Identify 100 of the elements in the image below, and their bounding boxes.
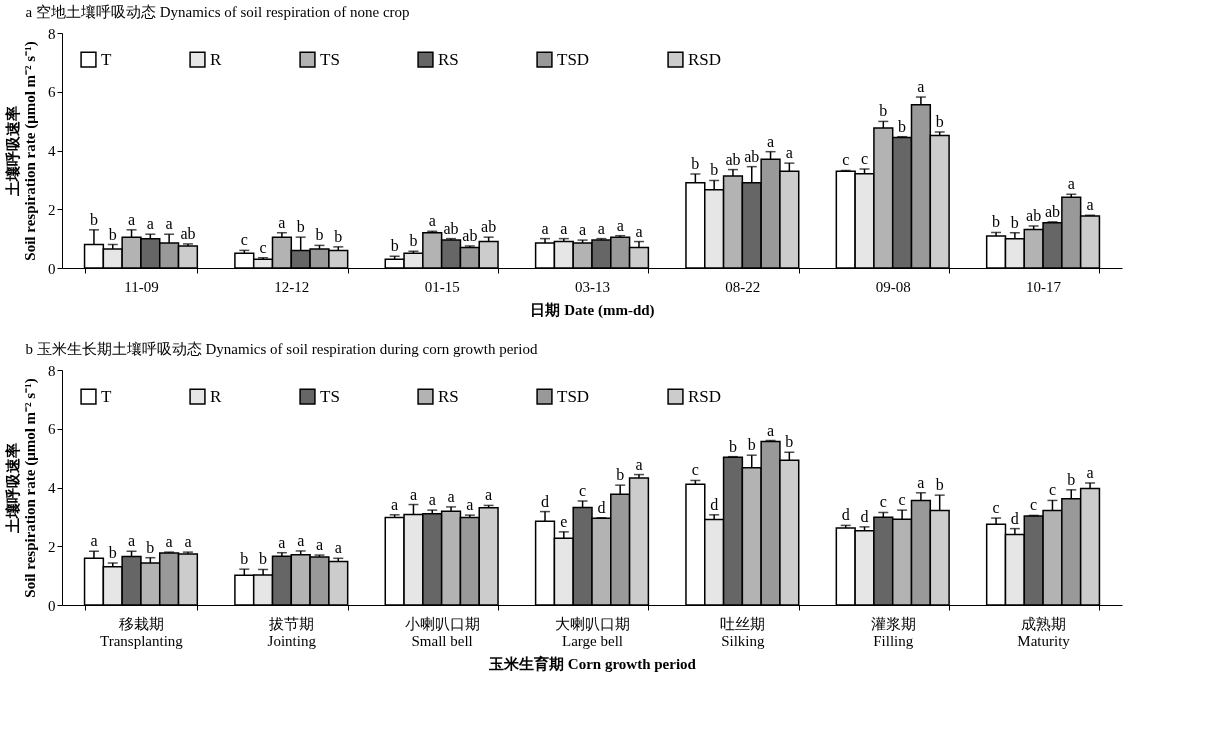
data-label: a (278, 213, 286, 231)
x-tick-label: 01-15 (424, 278, 460, 295)
legend-label: RSD (688, 49, 722, 69)
x-tick-label: 小喇叭口期 Small bell (404, 615, 480, 649)
data-label: b (710, 161, 719, 179)
data-label: ab (1044, 202, 1061, 220)
x-tick-label: 移栽期 Transplanting (100, 615, 184, 649)
data-label: b (992, 213, 1001, 231)
data-label: b (108, 543, 117, 561)
data-label: a (146, 215, 154, 233)
data-label: a (315, 536, 324, 554)
data-label: ab (481, 218, 497, 236)
data-label: a (541, 219, 549, 237)
y-tick-label: 6 (48, 421, 56, 438)
data-label: a (184, 533, 192, 551)
data-label: b (935, 112, 944, 130)
data-label: a (165, 215, 173, 233)
legend-label: RS (438, 386, 459, 406)
x-tick-label: 10-17 (1026, 278, 1062, 295)
y-tick-label: 2 (48, 201, 56, 218)
legend-label: TS (320, 49, 340, 69)
data-label: b (390, 237, 399, 255)
x-tick-label: 12-12 (274, 278, 310, 295)
data-label: b (315, 226, 324, 244)
data-label: b (898, 117, 907, 135)
data-label: b (334, 227, 343, 245)
data-label: a (766, 132, 775, 150)
data-label: ab (744, 147, 760, 165)
data-label: b (728, 437, 737, 455)
data-label: b (296, 218, 305, 236)
data-label: b (259, 550, 268, 568)
legend-label: TSD (557, 386, 590, 406)
y-tick-label: 8 (48, 362, 56, 379)
data-label: d (541, 492, 550, 510)
data-label: a (1086, 464, 1094, 482)
data-label: c (992, 499, 1000, 517)
data-label: b (409, 232, 418, 250)
data-label: c (879, 493, 887, 511)
x-axis-title: 日期 Date (mm-dd) (530, 301, 655, 319)
data-label: c (842, 151, 850, 169)
legend-label: T (101, 386, 112, 406)
data-label: a (635, 222, 643, 240)
data-label: a (917, 473, 925, 491)
data-label: a (334, 539, 342, 557)
data-label: c (898, 491, 906, 509)
data-label: a (1067, 175, 1075, 193)
data-label: b (240, 550, 249, 568)
y-tick-label: 0 (48, 597, 56, 614)
x-tick-label: 09-08 (875, 278, 911, 295)
data-label: a (560, 219, 568, 237)
data-label: a (447, 487, 455, 505)
data-label: a (297, 531, 305, 549)
data-label: a (917, 78, 925, 96)
data-label: b (785, 433, 794, 451)
data-label: ab (725, 150, 741, 168)
data-label: a (127, 532, 136, 550)
legend-label: TS (320, 386, 340, 406)
y-tick-label: 0 (48, 260, 56, 277)
legend-label: RSD (688, 386, 722, 406)
data-label: a (409, 485, 418, 503)
data-label: a (616, 216, 624, 234)
data-label: d (710, 495, 719, 513)
data-label: a (428, 491, 436, 509)
x-tick-label: 03-13 (575, 278, 610, 295)
data-label: ab (1026, 206, 1042, 224)
data-label: c (240, 231, 248, 249)
data-label: b (108, 225, 117, 243)
legend-label: T (101, 49, 112, 69)
data-label: a (766, 421, 775, 439)
data-label: b (146, 538, 155, 556)
data-label: a (579, 221, 587, 239)
y-axis-title: 土壤呼吸速率 Soil respiration rate (μmol m⁻² s⁻¹) (4, 41, 39, 261)
y-axis-title: 土壤呼吸速率 Soil respiration rate (μmol m⁻² s⁻¹) (4, 378, 39, 598)
legend-label: TSD (557, 49, 590, 69)
data-label: b (1010, 213, 1019, 231)
data-label: ab (443, 219, 459, 237)
chart-title: a 空地土壤呼吸动态 Dynamics of soil respiration of none crop (25, 4, 410, 20)
data-label: a (165, 533, 173, 551)
data-label: a (466, 496, 474, 514)
data-label: c (259, 238, 267, 256)
x-tick-label: 大喇叭口期 Large bell (555, 615, 630, 649)
data-label: b (616, 466, 625, 484)
legend-label: RS (438, 49, 459, 69)
data-label: c (579, 482, 587, 500)
y-tick-label: 2 (48, 538, 56, 555)
data-label: a (785, 144, 793, 162)
x-tick-label: 灌浆期 Filling (870, 615, 916, 649)
data-label: b (89, 210, 98, 228)
y-tick-label: 8 (48, 25, 56, 42)
data-label: d (597, 498, 606, 516)
x-tick-label: 08-22 (725, 278, 761, 295)
data-label: c (1030, 496, 1038, 514)
data-label: c (1048, 481, 1057, 499)
data-label: b (691, 155, 700, 172)
legend-label: R (210, 49, 222, 69)
data-label: a (278, 533, 286, 551)
data-label: b (1067, 470, 1076, 488)
data-label: a (597, 219, 605, 237)
data-label: c (691, 461, 699, 479)
x-tick-label: 吐丝期 Silking (720, 615, 766, 649)
